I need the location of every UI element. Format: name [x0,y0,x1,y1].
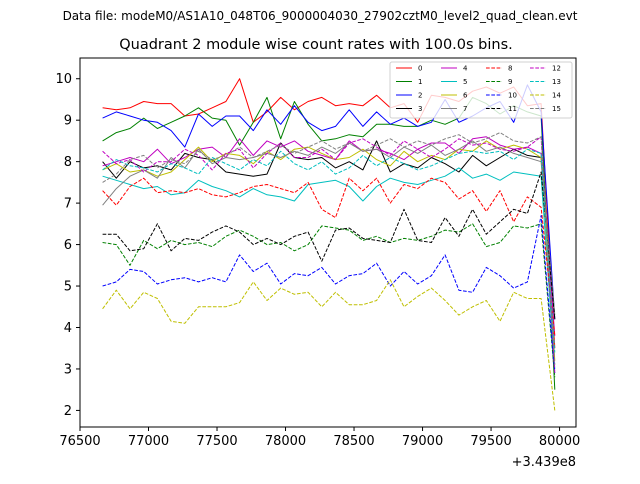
legend-label-15: 15 [552,105,561,113]
chart-title: Quadrant 2 module wise count rates with … [119,37,513,53]
series-lines [102,78,556,411]
legend-label-6: 6 [463,92,468,100]
legend-label-3: 3 [418,105,422,113]
y-tick-label: 4 [64,321,72,336]
x-tick-label: 78000 [265,434,306,449]
series-line-13 [102,148,556,353]
x-tick-label: 77500 [196,434,237,449]
series-line-12 [102,136,556,374]
x-axis-offset-label: +3.439e8 [512,455,576,470]
series-line-10 [102,215,556,374]
figure-suptitle: Data file: modeM0/AS1A10_048T06_90000040… [63,9,578,23]
x-tick-label: 79000 [402,434,443,449]
legend-label-4: 4 [463,65,468,73]
series-line-11 [102,171,556,320]
x-tick-label: 77000 [128,434,169,449]
y-tick-label: 3 [64,362,72,377]
legend-label-14: 14 [552,92,561,100]
x-tick-label: 76500 [59,434,100,449]
series-line-15 [102,132,556,365]
y-tick-label: 2 [64,404,72,419]
series-line-5 [102,167,556,370]
plot-frame [79,57,577,428]
legend-box [389,61,573,119]
legend-label-2: 2 [418,92,422,100]
plot-area [102,78,556,411]
legend-label-5: 5 [463,78,467,86]
y-tick-label: 10 [55,72,72,87]
legend-label-10: 10 [508,92,517,100]
series-line-7 [102,140,556,316]
series-line-9 [102,223,556,378]
legend-label-11: 11 [508,105,517,113]
y-tick-label: 7 [64,197,72,212]
x-tick-label: 78500 [333,434,374,449]
axes: 76500 77000 77500 78000 78500 79000 79500 80000… [55,57,580,449]
y-tick-label: 5 [64,280,72,295]
y-tick-label: 6 [64,238,72,253]
legend-label-0: 0 [418,65,422,73]
legend-label-7: 7 [463,105,467,113]
series-line-4 [102,136,556,336]
legend-label-12: 12 [552,65,561,73]
legend-label-8: 8 [508,65,512,73]
x-tick-label: 80000 [539,434,580,449]
y-tick-label: 9 [64,114,72,129]
legend-label-1: 1 [418,78,422,86]
legend-label-13: 13 [552,78,561,86]
y-tick-label: 8 [64,155,72,170]
legend-label-9: 9 [508,78,512,86]
x-tick-label: 79500 [470,434,511,449]
series-line-8 [102,177,556,336]
